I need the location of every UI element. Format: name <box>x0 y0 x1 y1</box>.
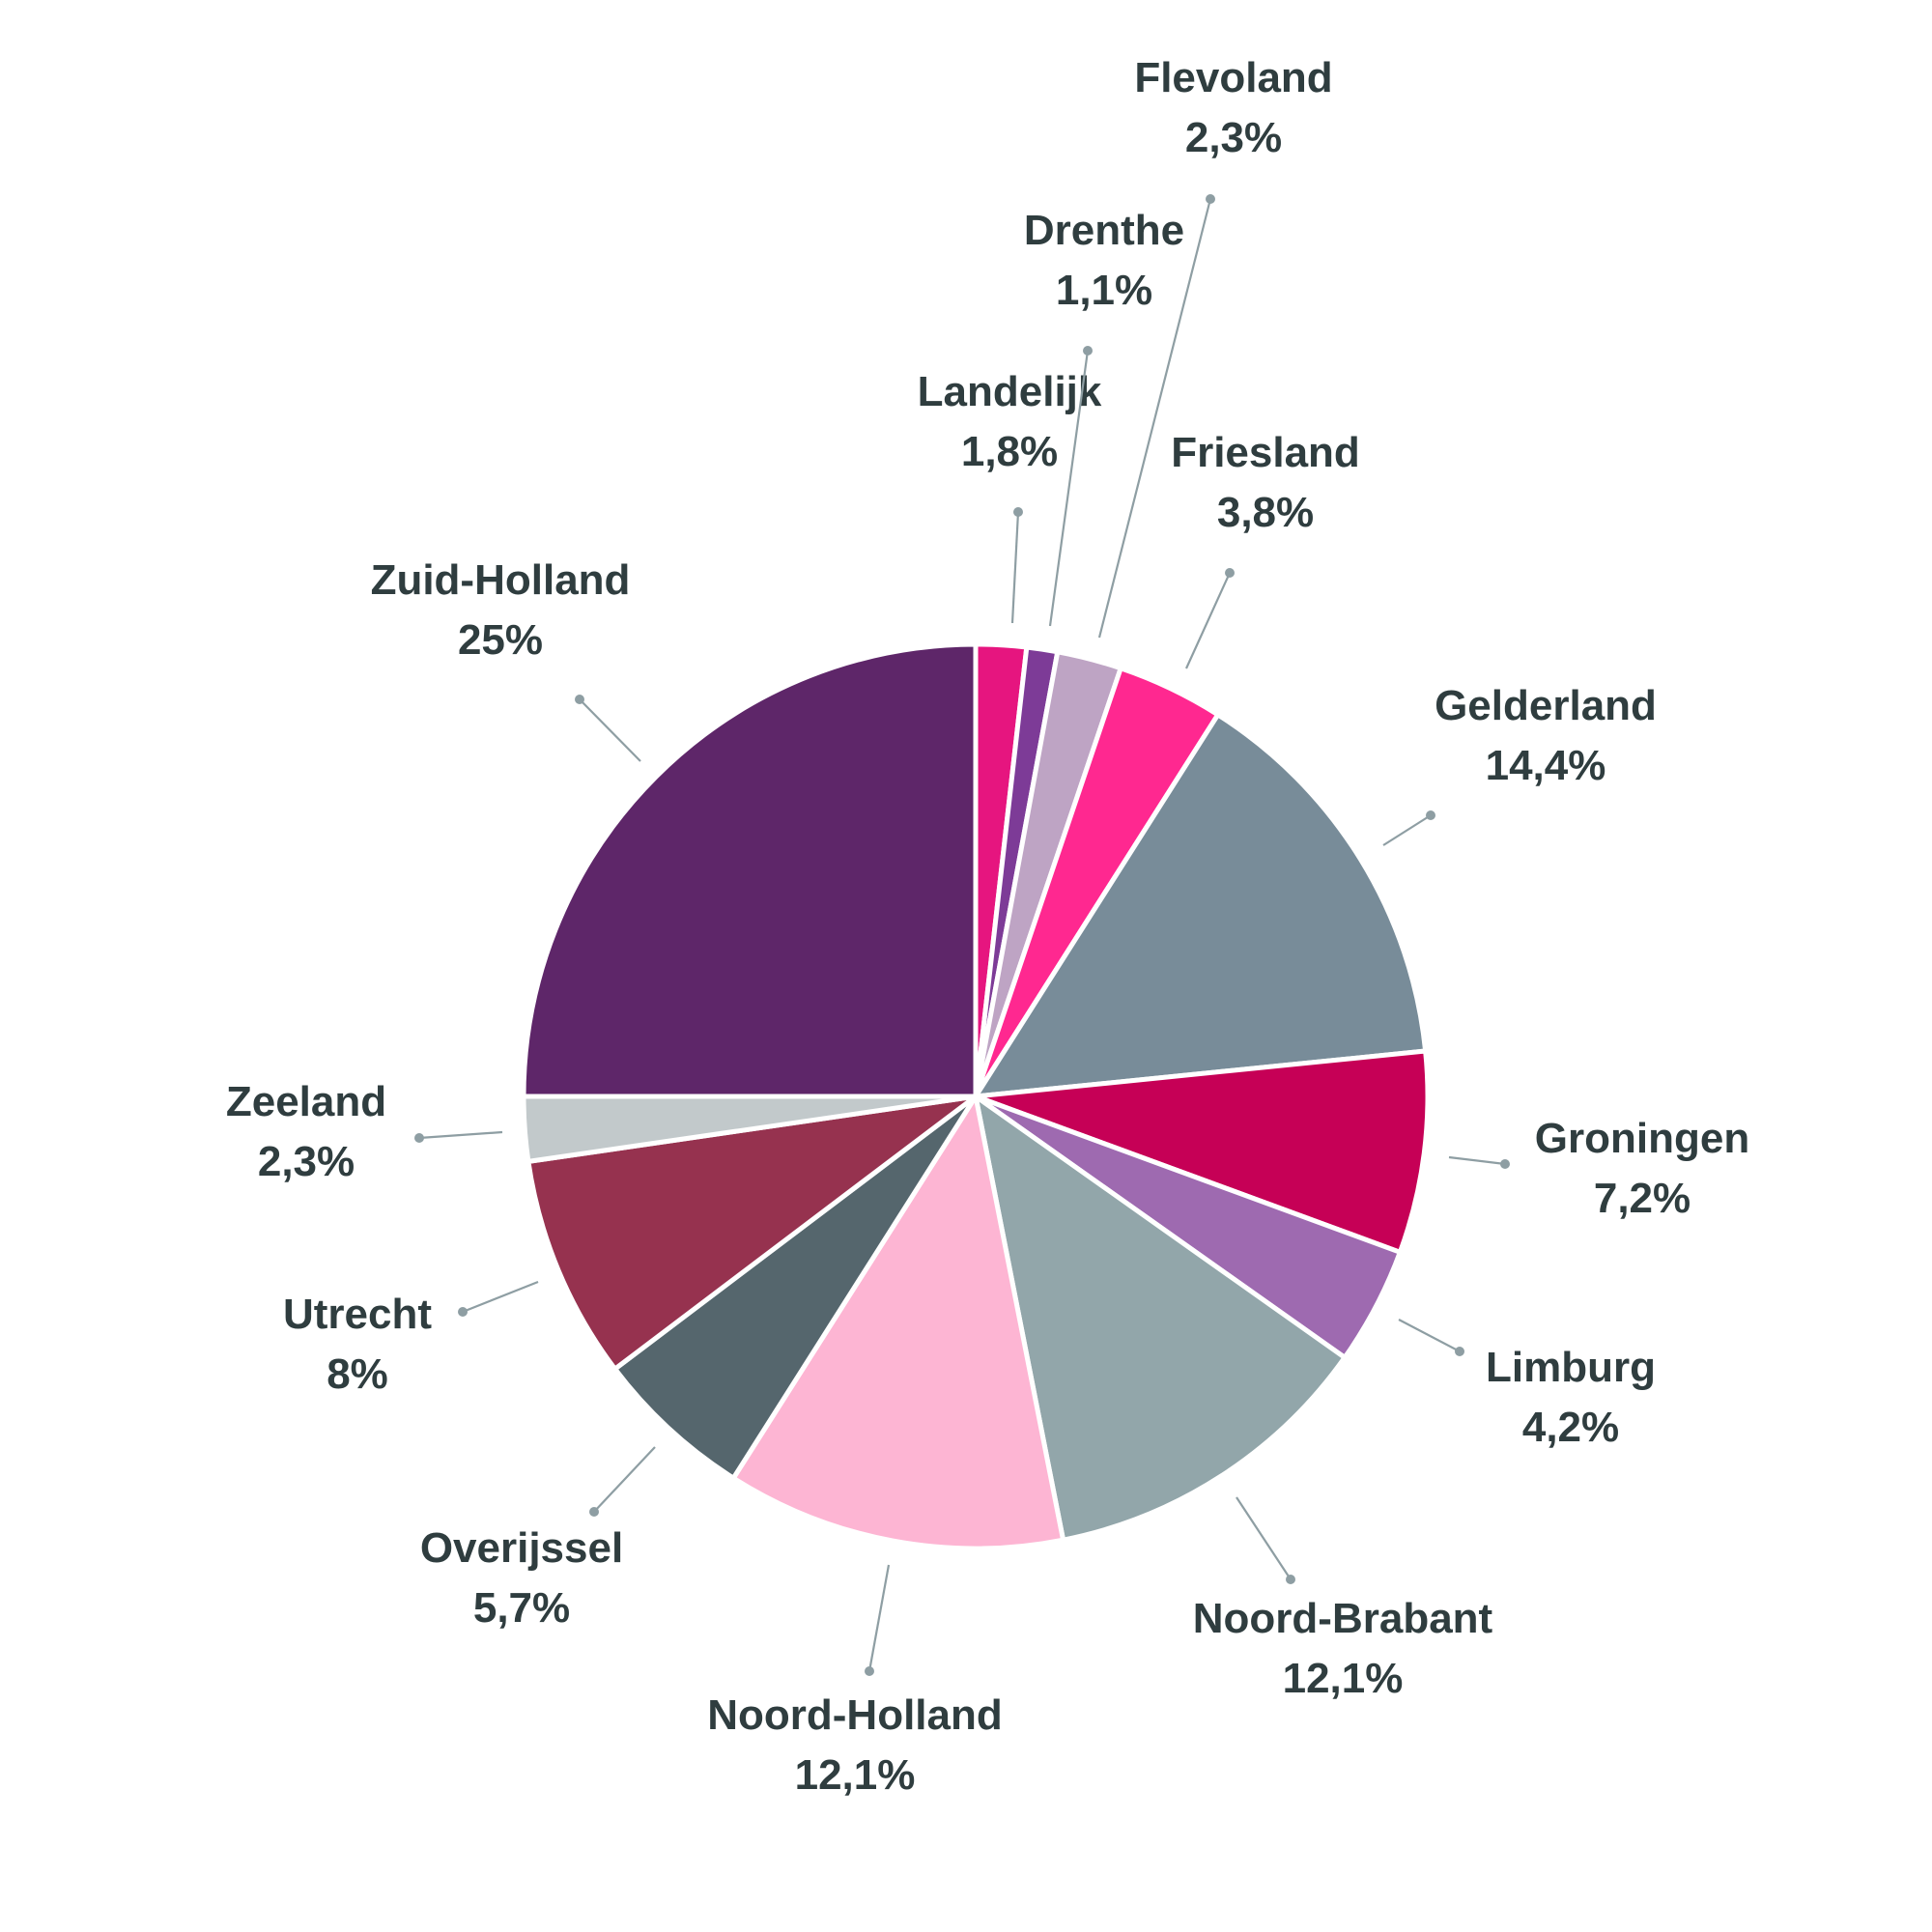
slice-value-landelijk: 1,8% <box>961 428 1058 475</box>
slice-label-drenthe: Drenthe <box>1024 207 1184 254</box>
leader-line-friesland <box>1184 572 1232 669</box>
slice-value-noord-brabant: 12,1% <box>1283 1655 1404 1702</box>
leader-line-zuid-holland <box>579 698 641 762</box>
leader-dot-noord-holland <box>865 1666 874 1676</box>
pie-slice-zuid-holland <box>521 641 979 1099</box>
leader-line-landelijk <box>1010 511 1020 624</box>
pie-slice-gelderland <box>973 712 1429 1099</box>
slice-value-limburg: 4,2% <box>1522 1404 1619 1451</box>
leader-line-groningen <box>1448 1155 1506 1166</box>
slice-value-noord-holland: 12,1% <box>795 1751 916 1799</box>
slice-value-friesland: 3,8% <box>1217 489 1314 536</box>
leader-dot-groningen <box>1500 1159 1510 1169</box>
leader-dot-flevoland <box>1206 194 1215 204</box>
leader-dot-utrecht <box>458 1307 468 1317</box>
leader-line-overijssel <box>593 1446 656 1513</box>
slice-label-noord-brabant: Noord-Brabant <box>1193 1595 1493 1642</box>
leader-dot-zuid-holland <box>575 695 584 704</box>
slice-value-drenthe: 1,1% <box>1056 267 1152 314</box>
slice-label-landelijk: Landelijk <box>918 368 1102 415</box>
leader-line-utrecht <box>462 1280 539 1314</box>
slice-label-limburg: Limburg <box>1486 1344 1656 1391</box>
slice-value-utrecht: 8% <box>327 1350 388 1398</box>
slice-label-zeeland: Zeeland <box>226 1078 386 1125</box>
leader-dot-zeeland <box>414 1133 424 1143</box>
slice-value-flevoland: 2,3% <box>1185 114 1282 161</box>
slice-value-zeeland: 2,3% <box>258 1138 355 1185</box>
leader-line-drenthe <box>1048 350 1090 627</box>
pie-slice-noord-brabant <box>973 1094 1348 1543</box>
slice-value-groningen: 7,2% <box>1594 1175 1690 1222</box>
leader-dot-overijssel <box>589 1507 599 1517</box>
leader-line-gelderland <box>1382 814 1432 846</box>
slice-label-friesland: Friesland <box>1171 429 1360 476</box>
pie-slice-groningen <box>973 1048 1431 1255</box>
leader-line-limburg <box>1398 1319 1461 1352</box>
leader-line-flevoland <box>1097 198 1212 639</box>
slice-value-gelderland: 14,4% <box>1486 742 1606 789</box>
slice-label-utrecht: Utrecht <box>283 1291 432 1338</box>
pie-slice-noord-holland <box>730 1094 1066 1551</box>
slice-value-zuid-holland: 25% <box>458 616 543 664</box>
pie-slices <box>521 641 1431 1551</box>
pie-slice-utrecht <box>526 1094 979 1372</box>
leader-dot-noord-brabant <box>1286 1575 1295 1584</box>
leader-line-noord-brabant <box>1236 1496 1292 1580</box>
slice-label-overijssel: Overijssel <box>420 1524 623 1572</box>
leader-line-zeeland <box>418 1130 503 1140</box>
slice-label-flevoland: Flevoland <box>1134 54 1332 101</box>
pie-labels: Landelijk 1,8% Drenthe 1,1% Flevoland 2,3% Fri… <box>226 54 1749 1799</box>
leader-dot-limburg <box>1455 1347 1464 1356</box>
slice-label-noord-holland: Noord-Holland <box>707 1691 1003 1739</box>
leader-dot-friesland <box>1225 568 1235 578</box>
leader-dot-gelderland <box>1426 810 1435 820</box>
leader-dot-drenthe <box>1083 346 1093 355</box>
slice-value-overijssel: 5,7% <box>473 1584 570 1632</box>
leader-dot-landelijk <box>1013 507 1023 517</box>
leader-line-noord-holland <box>867 1564 891 1672</box>
pie-slice-overijssel <box>612 1094 979 1481</box>
slice-label-groningen: Groningen <box>1535 1115 1749 1162</box>
slice-label-zuid-holland: Zuid-Holland <box>371 556 631 604</box>
slice-label-gelderland: Gelderland <box>1435 682 1657 729</box>
